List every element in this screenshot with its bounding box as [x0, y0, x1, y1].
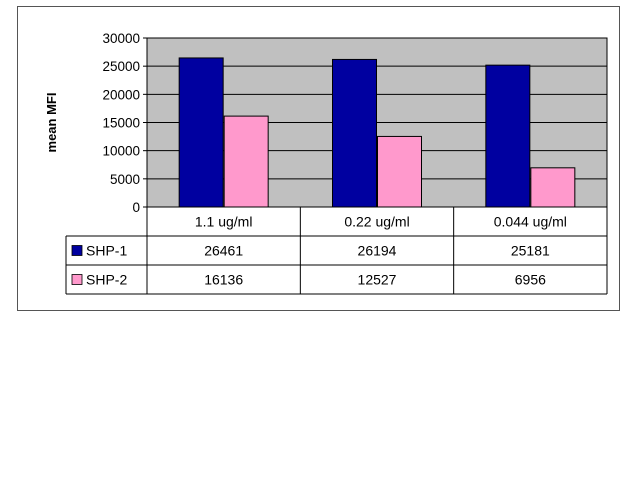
- y-tick-label: 15000: [102, 116, 140, 131]
- legend-swatch-shp-2: [71, 274, 83, 285]
- data-label: 12527: [358, 272, 397, 288]
- y-tick-label: 30000: [102, 31, 140, 46]
- category-label: 1.1 ug/ml: [195, 214, 253, 230]
- data-label: 16136: [204, 272, 243, 288]
- bar-shp-2-1: [377, 135, 422, 208]
- bar-shp-1-1: [332, 58, 377, 208]
- y-tick-label: 10000: [102, 144, 140, 159]
- bar-shp-2-2: [530, 167, 576, 208]
- category-label: 0.22 ug/ml: [344, 214, 409, 230]
- data-label: 25181: [511, 243, 550, 259]
- y-tick-label: 25000: [102, 59, 140, 74]
- data-label: 6956: [515, 272, 546, 288]
- bar-shp-2-0: [223, 115, 269, 208]
- y-tick-label: 0: [132, 200, 140, 215]
- category-label: 0.044 ug/ml: [494, 214, 567, 230]
- bar-shp-1-2: [485, 64, 531, 208]
- y-tick-label: 20000: [102, 87, 140, 102]
- y-tick-label: 5000: [110, 172, 140, 187]
- bar-chart: 0 5000 10000 15000 20000 25000 30000 mean MFI 1.…: [44, 31, 608, 295]
- data-label: 26194: [358, 243, 397, 259]
- y-axis-label: mean MFI: [44, 93, 59, 153]
- legend-label-shp-2: SHP-2: [86, 272, 127, 288]
- legend-label-shp-1: SHP-1: [86, 243, 127, 259]
- bar-shp-1-0: [178, 57, 224, 208]
- data-label: 26461: [204, 243, 243, 259]
- legend-swatch-shp-1: [71, 245, 83, 256]
- chart-frame: 0 5000 10000 15000 20000 25000 30000 mean MFI 1.…: [17, 6, 620, 311]
